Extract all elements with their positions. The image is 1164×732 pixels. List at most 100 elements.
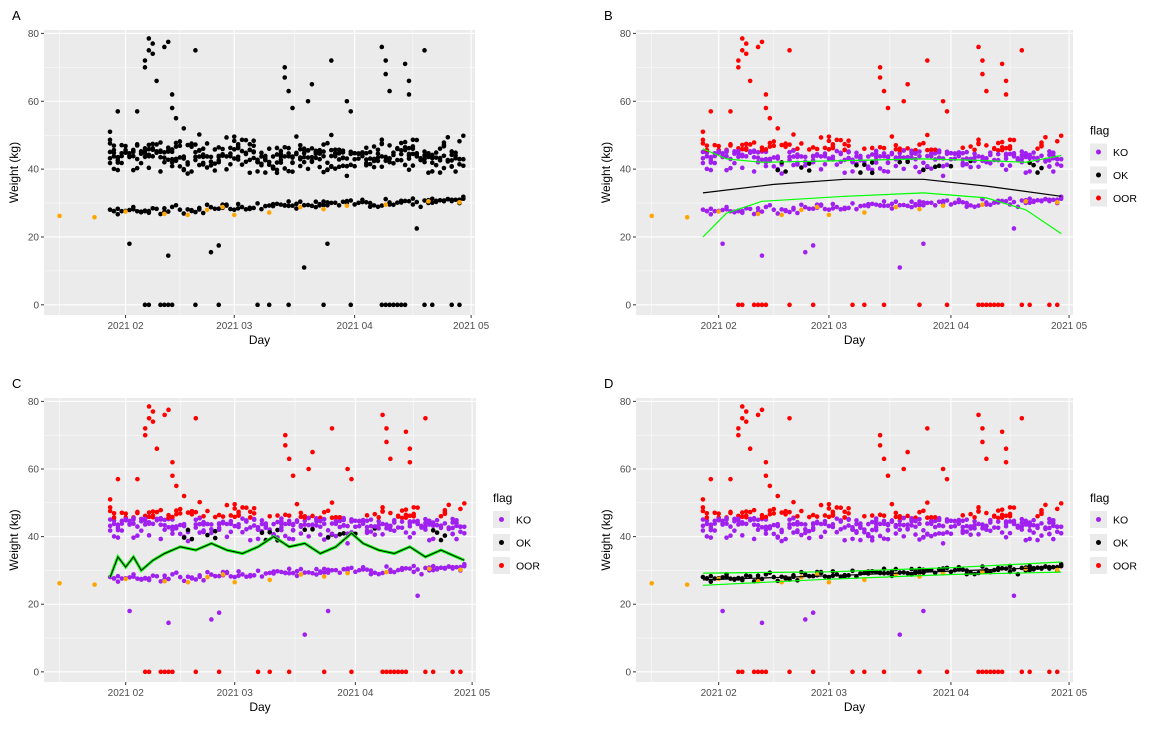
data-point: [846, 517, 851, 523]
data-point: [231, 138, 237, 144]
data-point: [944, 162, 950, 168]
data-point: [763, 163, 769, 169]
data-point: [399, 669, 405, 675]
data-point: [422, 302, 427, 308]
data-point: [232, 514, 238, 520]
data-point: [294, 573, 300, 579]
data-point: [345, 541, 350, 546]
data-point: [170, 459, 175, 465]
data-point: [747, 78, 753, 84]
data-point: [310, 570, 315, 576]
x-tick-label: 2021 05: [453, 321, 490, 332]
data-point: [759, 620, 765, 626]
data-point: [321, 302, 326, 308]
data-point: [708, 535, 714, 540]
data-point: [980, 202, 985, 208]
data-point: [818, 167, 824, 172]
data-point: [251, 149, 256, 155]
data-point: [917, 509, 922, 515]
data-point: [437, 170, 443, 175]
data-point: [1003, 513, 1009, 519]
data-point: [321, 202, 326, 208]
data-point: [1019, 516, 1025, 522]
data-point: [158, 507, 164, 513]
data-point: [251, 523, 257, 528]
data-point: [771, 531, 777, 537]
data-point: [791, 132, 796, 137]
data-point: [909, 523, 914, 528]
data-point: [732, 160, 737, 166]
data-point: [457, 302, 462, 308]
data-point: [197, 205, 202, 211]
data-point: [384, 522, 389, 527]
data-point: [410, 137, 416, 143]
data-point: [135, 510, 140, 516]
data-point: [282, 521, 288, 527]
data-point: [142, 58, 148, 63]
data-point: [146, 510, 152, 515]
data-point: [830, 141, 836, 147]
data-point: [111, 576, 117, 581]
y-tick-label: 40: [620, 532, 632, 543]
data-point: [429, 200, 435, 206]
data-point: [356, 156, 361, 161]
data-point: [337, 518, 343, 524]
data-point: [999, 61, 1005, 67]
data-point: [1027, 528, 1032, 533]
data-point: [216, 243, 222, 248]
data-point: [1019, 524, 1025, 529]
data-point: [333, 533, 339, 539]
data-point: [724, 167, 729, 173]
data-point: [739, 208, 745, 214]
data-point: [364, 513, 370, 518]
data-point: [940, 173, 946, 179]
data-point: [806, 147, 812, 152]
legend-title: flag: [1090, 124, 1109, 138]
data-point: [806, 206, 812, 212]
data-point: [901, 534, 907, 539]
data-point: [779, 212, 784, 218]
data-point: [791, 515, 796, 521]
data-point: [913, 147, 918, 153]
data-point: [321, 537, 327, 542]
data-point: [407, 513, 413, 519]
data-point: [901, 522, 907, 528]
data-point: [732, 577, 737, 582]
data-point: [763, 105, 769, 111]
data-point: [787, 509, 792, 515]
data-point: [107, 155, 113, 161]
data-point: [181, 535, 187, 540]
data-point: [850, 201, 855, 206]
data-point: [170, 572, 175, 577]
data-point: [131, 521, 136, 527]
panel-label: A: [12, 8, 21, 23]
data-point: [948, 518, 954, 524]
data-point: [948, 569, 954, 575]
data-point: [932, 147, 938, 153]
data-point: [968, 524, 973, 529]
data-point: [458, 567, 463, 573]
data-point: [349, 476, 354, 482]
data-point: [783, 144, 788, 150]
data-point: [964, 517, 970, 522]
data-point: [371, 203, 377, 208]
data-point: [371, 156, 377, 162]
data-point: [999, 507, 1005, 512]
data-point: [415, 593, 420, 599]
data-point: [936, 163, 942, 169]
data-point: [325, 241, 330, 247]
data-point: [165, 253, 171, 258]
data-point: [123, 576, 129, 582]
data-point: [759, 302, 765, 308]
data-point: [158, 211, 163, 217]
data-point: [430, 528, 436, 533]
data-point: [976, 570, 981, 576]
data-point: [775, 211, 781, 216]
data-point: [873, 148, 879, 154]
data-point: [913, 164, 918, 170]
data-point: [834, 529, 840, 535]
data-point: [893, 163, 899, 169]
data-point: [275, 513, 280, 518]
data-point: [228, 151, 233, 156]
